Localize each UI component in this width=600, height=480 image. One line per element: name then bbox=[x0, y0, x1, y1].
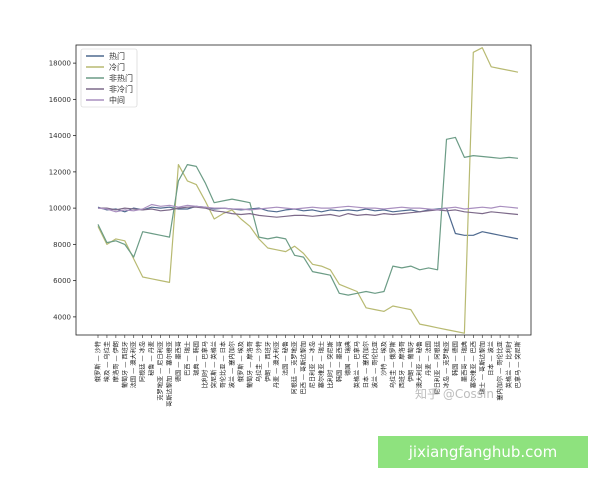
y-tick-label: 6000 bbox=[53, 277, 71, 285]
x-tick-label: 俄罗斯 — 沙特 bbox=[94, 341, 102, 382]
x-tick-label: 哥斯达黎加 — 塞尔维亚 bbox=[165, 341, 173, 407]
legend-label: 中间 bbox=[109, 95, 125, 105]
x-tick-label: 法国 — 秘鲁 bbox=[282, 341, 290, 376]
x-tick-label: 巴西 — 哥斯达黎加 bbox=[300, 341, 308, 394]
x-tick-label: 韩国 — 德国 bbox=[451, 341, 459, 376]
x-tick-label: 葡萄牙 — 摩洛哥 bbox=[246, 341, 254, 388]
x-tick-label: 尼日利亚 — 冰岛 bbox=[308, 341, 316, 388]
x-tick-label: 德国 — 瑞典 bbox=[344, 341, 352, 376]
series-line-1 bbox=[97, 47, 519, 334]
x-tick-label: 俄罗斯 — 埃及 bbox=[237, 341, 245, 382]
x-tick-label: 西班牙 — 摩洛哥 bbox=[398, 341, 406, 388]
y-tick-label: 16000 bbox=[49, 96, 71, 104]
watermark-text: 知乎 @Cossin bbox=[415, 387, 494, 401]
y-tick-label: 14000 bbox=[49, 132, 71, 140]
y-tick-label: 12000 bbox=[49, 168, 71, 176]
x-tick-label: 瑞士 — 哥斯达黎加 bbox=[478, 341, 486, 394]
x-tick-label: 法国 — 澳大利亚 bbox=[130, 341, 138, 388]
x-tick-label: 冰岛 — 克罗地亚 bbox=[443, 341, 451, 388]
x-tick-label: 澳大利亚 — 秘鲁 bbox=[416, 341, 424, 388]
x-tick-label: 墨西哥 — 瑞典 bbox=[460, 341, 468, 382]
y-tick-label: 10000 bbox=[49, 205, 71, 213]
plot-area bbox=[75, 44, 532, 336]
x-tick-label: 阿根廷 — 冰岛 bbox=[139, 341, 147, 382]
x-tick-label: 突尼斯 — 英格兰 bbox=[210, 341, 218, 388]
series-lines bbox=[97, 47, 519, 334]
x-tick-label: 葡萄牙 — 西班牙 bbox=[121, 341, 129, 388]
x-tick-label: 塞内加尔 — 哥伦比亚 bbox=[496, 341, 504, 401]
x-tick-label: 英格兰 — 比利时 bbox=[505, 341, 513, 388]
y-tick-label: 4000 bbox=[53, 313, 71, 321]
x-tick-label: 埃及 — 乌拉圭 bbox=[103, 341, 111, 382]
series-line-4 bbox=[97, 203, 519, 213]
x-tick-label: 尼日利亚 — 阿根廷 bbox=[434, 341, 442, 394]
x-tick-label: 德国 — 墨西哥 bbox=[174, 341, 182, 382]
x-tick-label: 韩国 — 墨西哥 bbox=[335, 341, 343, 382]
x-tick-label: 丹麦 — 澳大利亚 bbox=[273, 341, 281, 388]
x-tick-label: 比利时 — 突尼斯 bbox=[326, 341, 334, 388]
legend-label: 热门 bbox=[109, 51, 125, 61]
x-tick-label: 波兰 — 哥伦比亚 bbox=[371, 341, 379, 388]
series-line-2 bbox=[97, 136, 519, 296]
y-tick-label: 8000 bbox=[53, 241, 71, 249]
x-tick-label: 英格兰 — 巴拿马 bbox=[353, 341, 361, 388]
legend-label: 非热门 bbox=[109, 73, 133, 83]
legend-label: 冷门 bbox=[109, 62, 125, 72]
x-tick-label: 秘鲁 — 丹麦 bbox=[148, 341, 156, 376]
legend-label: 非冷门 bbox=[109, 84, 133, 94]
x-tick-label: 巴西 — 瑞士 bbox=[183, 341, 191, 376]
x-tick-label: 克罗地亚 — 尼日利亚 bbox=[157, 341, 165, 401]
series-line-0 bbox=[97, 205, 519, 240]
x-tick-label: 阿根廷 — 克罗地亚 bbox=[291, 341, 299, 394]
x-tick-label: 摩洛哥 — 伊朗 bbox=[112, 341, 120, 382]
x-tick-label: 哥伦比亚 — 日本 bbox=[219, 341, 227, 388]
x-axis: 俄罗斯 — 沙特 埃及 — 乌拉圭 摩洛哥 — 伊朗 葡萄牙 — 西班牙 法国 — 澳大… bbox=[94, 335, 522, 407]
x-tick-label: 日本 — 塞内加尔 bbox=[362, 341, 370, 388]
legend-box bbox=[80, 48, 138, 108]
x-tick-label: 塞尔维亚 — 巴西 bbox=[469, 341, 477, 388]
x-tick-label: 瑞典 — 韩国 bbox=[192, 341, 200, 376]
x-tick-label: 伊朗 — 葡萄牙 bbox=[407, 341, 415, 382]
x-tick-label: 沙特 — 埃及 bbox=[380, 341, 388, 376]
x-tick-label: 丹麦 — 法国 bbox=[425, 341, 433, 376]
x-tick-label: 伊朗 — 西班牙 bbox=[264, 341, 272, 382]
y-axis: 4000 6000 8000 10000 12000 14000 16000 18000 bbox=[49, 60, 76, 321]
x-tick-label: 比利时 — 巴拿马 bbox=[201, 341, 209, 388]
x-tick-label: 巴拿马 — 突尼斯 bbox=[514, 341, 522, 388]
x-tick-label: 日本 — 波兰 bbox=[487, 341, 495, 376]
series-line-3 bbox=[98, 206, 519, 218]
x-tick-label: 乌拉圭 — 沙特 bbox=[255, 341, 263, 382]
y-tick-label: 18000 bbox=[49, 60, 71, 68]
site-banner[interactable]: jixiangfanghub.com bbox=[378, 436, 588, 468]
x-tick-label: 塞尔维亚 — 瑞士 bbox=[317, 341, 325, 388]
x-tick-label: 波兰 — 塞内加尔 bbox=[228, 341, 236, 388]
x-tick-label: 乌拉圭 — 俄罗斯 bbox=[389, 341, 397, 388]
